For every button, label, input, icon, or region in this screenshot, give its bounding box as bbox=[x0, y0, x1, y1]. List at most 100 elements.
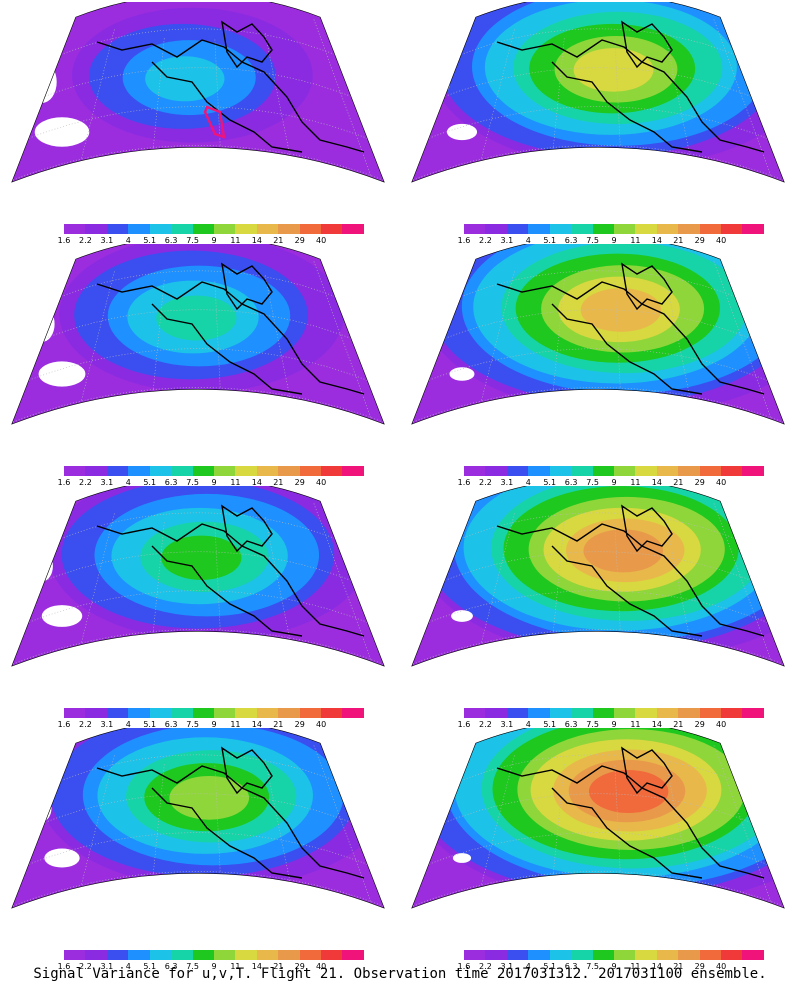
colorbar-tick-label: 11 bbox=[230, 478, 241, 487]
colorbar-tick-label: 5.1 bbox=[543, 478, 557, 487]
coastline bbox=[496, 746, 765, 879]
no-data-region bbox=[27, 61, 57, 103]
latitude-gridline bbox=[12, 629, 384, 665]
colorbar-swatch bbox=[592, 708, 614, 718]
colorbar-tick-label: 4 bbox=[125, 962, 131, 971]
variance-map bbox=[11, 2, 385, 201]
colorbar-tick-label: 1.6 bbox=[57, 236, 71, 245]
colorbar-swatch bbox=[464, 708, 486, 718]
coastline bbox=[96, 504, 365, 637]
colorbar-swatch bbox=[171, 950, 193, 960]
map-panel: 2017031312 + 84h1.62.23.145.16.37.591114… bbox=[402, 728, 792, 978]
latitude-gridline bbox=[61, 28, 335, 55]
variance-map bbox=[11, 244, 385, 425]
colorbar-tick-label: 3.1 bbox=[100, 236, 114, 245]
colorbar-swatch bbox=[464, 950, 486, 960]
colorbar-tick-label: 2.2 bbox=[79, 962, 92, 971]
colorbar-swatch bbox=[613, 466, 636, 476]
colorbar-swatch bbox=[128, 224, 150, 234]
colorbar-tick-label: 4 bbox=[525, 962, 531, 971]
colorbar-tick-label: 9 bbox=[611, 720, 617, 729]
colorbar-swatch bbox=[549, 708, 572, 718]
colorbar-tick-label: 1.6 bbox=[457, 478, 471, 487]
latitude-gridline bbox=[61, 754, 335, 781]
colorbar-swatch bbox=[699, 950, 722, 960]
latitude-gridline bbox=[412, 145, 784, 181]
variance-map bbox=[11, 728, 385, 924]
colorbar-swatch bbox=[506, 224, 529, 234]
latitude-gridline bbox=[28, 106, 368, 139]
colorbar bbox=[464, 708, 764, 718]
colorbar-tick-label: 1.6 bbox=[457, 962, 471, 971]
colorbar-swatch bbox=[742, 224, 764, 234]
colorbar-tick-label: 4 bbox=[125, 236, 131, 245]
colorbar-swatch bbox=[656, 708, 679, 718]
no-data-region bbox=[449, 367, 475, 381]
colorbar-swatch bbox=[278, 466, 300, 476]
colorbar-swatch bbox=[678, 950, 700, 960]
colorbar-tick-label: 40 bbox=[716, 478, 727, 487]
colorbar-tick-label: 11 bbox=[630, 236, 641, 245]
variance-map bbox=[411, 244, 785, 425]
variance-map bbox=[11, 486, 385, 667]
variance-contour-band bbox=[580, 288, 662, 332]
colorbar-tick-label: 3.1 bbox=[500, 962, 514, 971]
colorbar-swatch bbox=[256, 950, 279, 960]
colorbar-tick-label: 3.1 bbox=[100, 478, 114, 487]
no-data-region bbox=[108, 913, 135, 924]
colorbar-swatch bbox=[171, 708, 193, 718]
colorbar-swatch bbox=[528, 950, 550, 960]
variance-map bbox=[411, 2, 785, 183]
colorbar-swatch bbox=[342, 708, 364, 718]
colorbar-swatch bbox=[299, 950, 322, 960]
variance-map bbox=[411, 728, 785, 921]
colorbar-swatch bbox=[656, 466, 679, 476]
colorbar-tick-label: 5.1 bbox=[143, 720, 157, 729]
longitude-gridline bbox=[313, 745, 375, 909]
map-panel: 2017031312 + 24h1.62.23.145.16.37.591114… bbox=[2, 486, 392, 736]
colorbar-tick-label: 21 bbox=[673, 478, 684, 487]
no-data-region bbox=[684, 165, 720, 179]
colorbar-swatch bbox=[656, 224, 679, 234]
colorbar-swatch bbox=[106, 950, 129, 960]
no-data-region bbox=[446, 123, 478, 141]
colorbar-swatch bbox=[571, 950, 593, 960]
colorbar-tick-label: 29 bbox=[694, 962, 705, 971]
map-panel: 2017031312 + 60h1.62.23.145.16.37.591114… bbox=[402, 244, 792, 494]
colorbar-swatch bbox=[613, 950, 636, 960]
colorbar-swatch bbox=[149, 950, 172, 960]
colorbar-swatch bbox=[299, 708, 322, 718]
colorbar-swatch bbox=[128, 950, 150, 960]
colorbar-swatch bbox=[213, 708, 236, 718]
colorbar-swatch bbox=[485, 224, 507, 234]
colorbar-swatch bbox=[278, 224, 300, 234]
colorbar-tick-label: 1.6 bbox=[57, 720, 71, 729]
latitude-gridline bbox=[461, 754, 735, 781]
colorbar-swatch bbox=[742, 708, 764, 718]
colorbar-swatch bbox=[171, 224, 193, 234]
colorbar-swatch bbox=[149, 708, 172, 718]
colorbar-tick-label: 14 bbox=[651, 236, 662, 245]
coastline bbox=[496, 20, 765, 153]
map-panel: 2017031312 + 48h1.62.23.145.16.37.591114… bbox=[402, 2, 792, 252]
map-border bbox=[11, 244, 385, 425]
colorbar-tick-label: 14 bbox=[251, 720, 262, 729]
colorbar-swatch bbox=[506, 708, 529, 718]
no-data-region bbox=[101, 184, 143, 201]
latitude-gridline bbox=[412, 629, 784, 665]
colorbar-tick-label: 29 bbox=[294, 720, 305, 729]
colorbar-swatch bbox=[149, 224, 172, 234]
colorbar-tick-labels: 1.6 2.2 3.1 4 5.1 6.3 7.5 9 11 14 21 29 40 bbox=[458, 236, 764, 246]
no-data-region bbox=[515, 915, 529, 921]
colorbar-swatch bbox=[235, 224, 257, 234]
no-data-region bbox=[275, 403, 329, 425]
colorbar-tick-label: 21 bbox=[673, 962, 684, 971]
colorbar-swatch bbox=[485, 466, 507, 476]
map-border bbox=[411, 728, 785, 909]
latitude-gridline bbox=[444, 793, 752, 823]
no-data-region bbox=[32, 794, 52, 822]
colorbar-tick-label: 40 bbox=[716, 720, 727, 729]
colorbar-swatch bbox=[721, 224, 743, 234]
colorbar-tick-label: 9 bbox=[611, 478, 617, 487]
colorbar-swatch bbox=[528, 466, 550, 476]
